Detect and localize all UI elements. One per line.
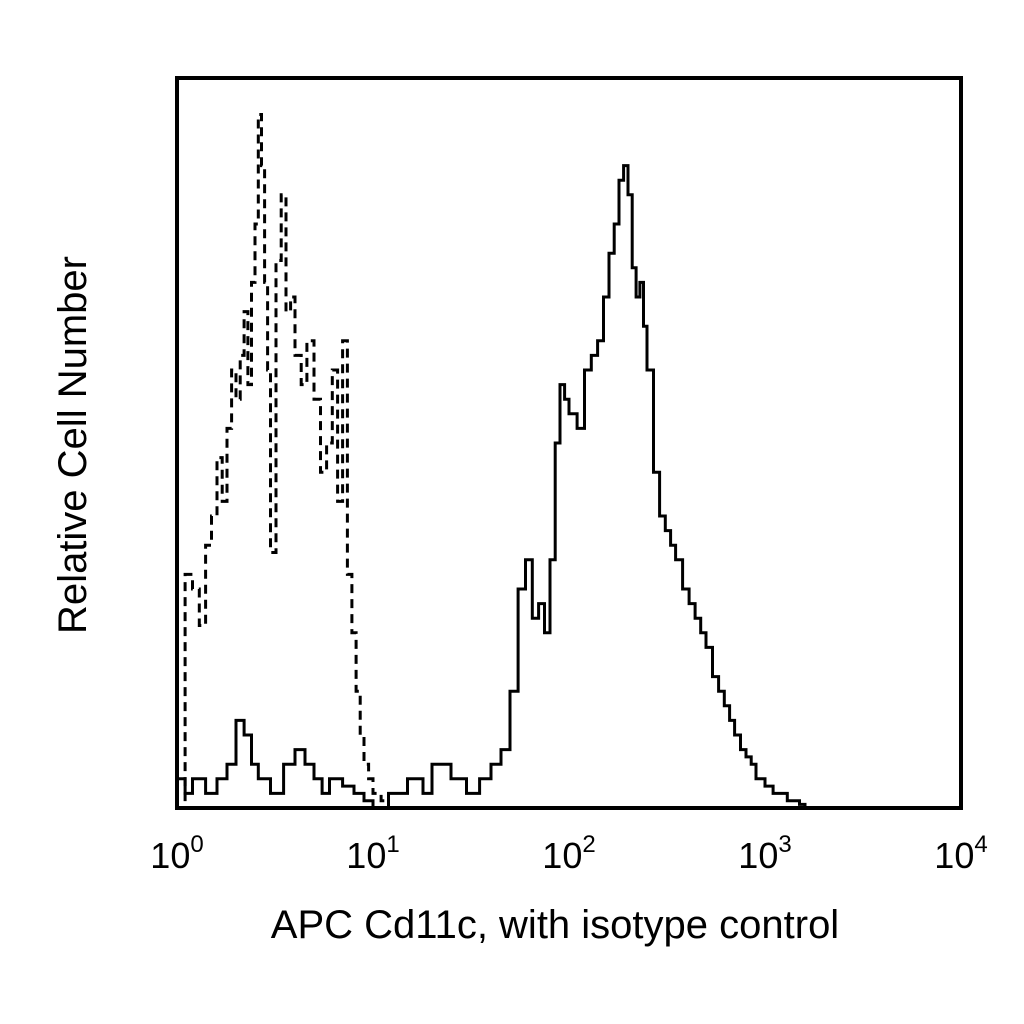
x-tick-base: 10 xyxy=(542,835,582,876)
x-tick-exponent: 3 xyxy=(778,831,791,858)
x-tick-label: 101 xyxy=(346,831,399,876)
x-tick-exponent: 2 xyxy=(582,831,595,858)
x-tick-label: 104 xyxy=(934,831,987,876)
x-tick-base: 10 xyxy=(934,835,974,876)
series-layer xyxy=(177,113,807,810)
x-tick-label: 102 xyxy=(542,831,595,876)
series-line-dashed xyxy=(177,113,396,810)
x-tick-exponent: 0 xyxy=(190,831,203,858)
x-tick-exponent: 4 xyxy=(974,831,987,858)
plot-background xyxy=(177,78,961,808)
x-axis-title: APC Cd11c, with isotype control xyxy=(271,903,839,947)
plot-frame xyxy=(175,76,963,810)
x-tick-label: 100 xyxy=(150,831,203,876)
x-tick-exponent: 1 xyxy=(386,831,399,858)
y-axis-title: Relative Cell Number xyxy=(51,256,95,634)
x-tick-label: 103 xyxy=(738,831,791,876)
series-line-solid xyxy=(177,164,807,810)
x-tick-base: 10 xyxy=(738,835,778,876)
x-tick-base: 10 xyxy=(346,835,386,876)
x-tick-layer: 100 101 102 103 104 xyxy=(150,831,987,876)
x-tick-base: 10 xyxy=(150,835,190,876)
